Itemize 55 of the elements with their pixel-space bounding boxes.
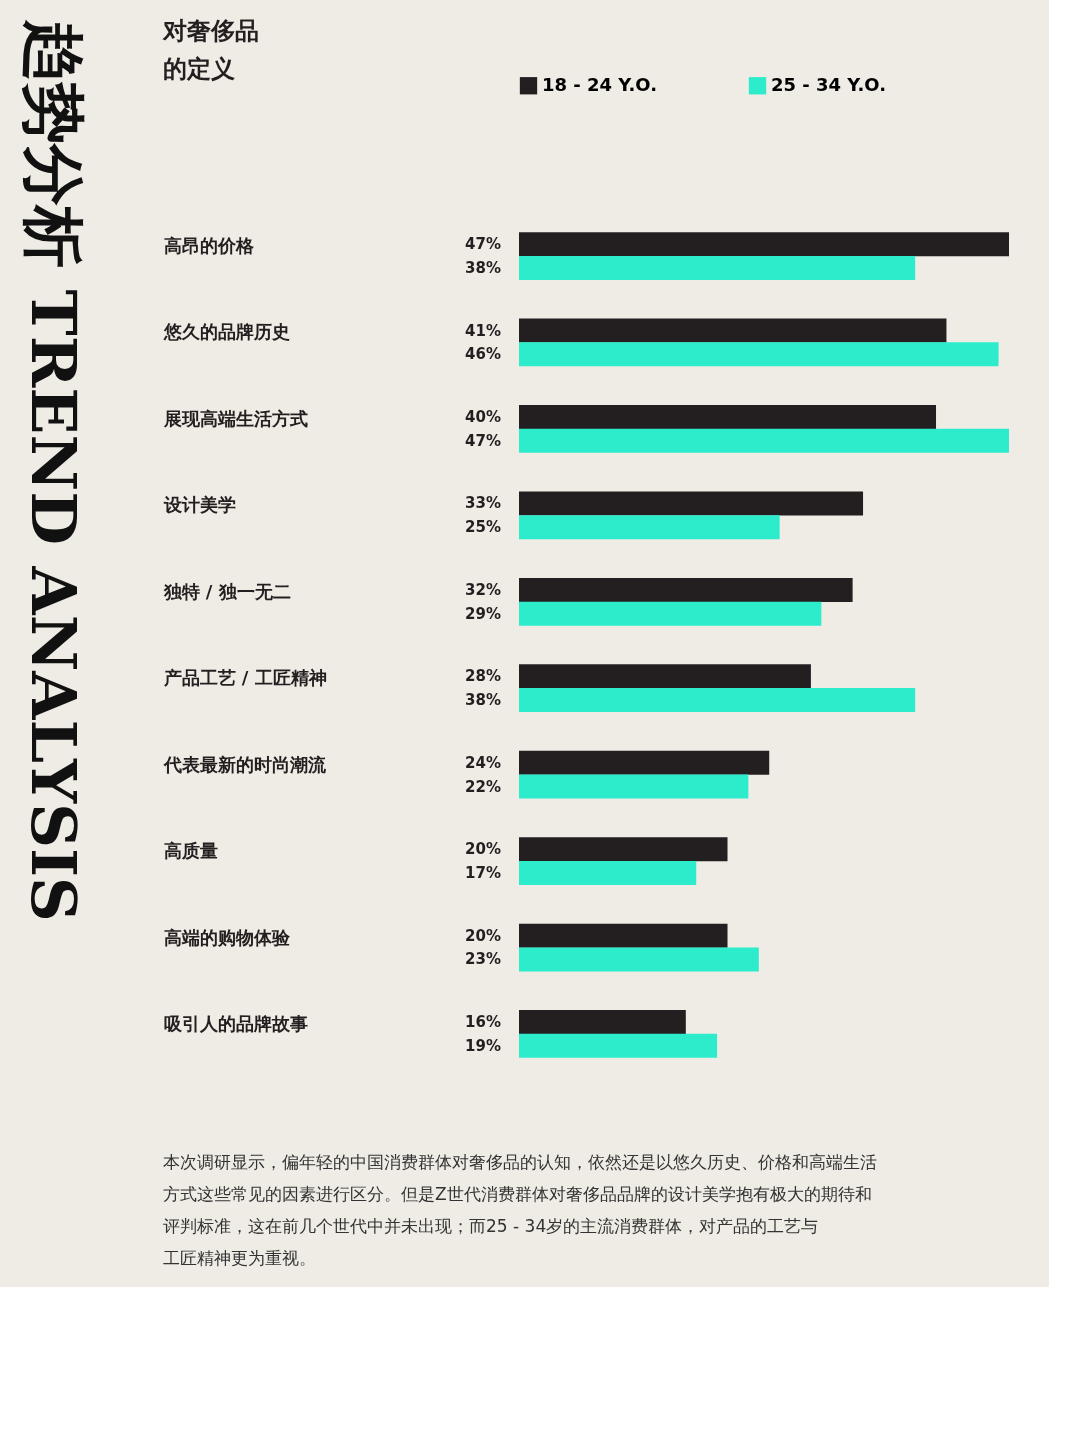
data-label: 40% (465, 408, 501, 427)
y-tick-label: 吸引人的品牌故事 (163, 1012, 308, 1034)
data-label: 20% (465, 840, 501, 859)
text: 本次调研显示，偏年轻的中国消费群体对奢侈品的认知，依然还是以悠久历史、价格和高端生活方式这些常见的因素进行区分。但是Z世代消费群体对奢侈品品牌的设计美学抱有极大的期待和评判标准，这在前几个世代中并未出现；而25 - 34岁的主流消费群体，对产品的工艺与工匠精神更为重视。 (163, 1152, 877, 1268)
data-label: 24% (465, 753, 501, 772)
y-tick-label: 高质量 (163, 840, 218, 862)
y-tick-label: 产品工艺 / 工匠精神 (162, 667, 327, 689)
bar (519, 601, 822, 626)
bar (519, 515, 780, 540)
data-label: 38% (465, 691, 501, 710)
bar (519, 860, 697, 885)
data-label: 25% (465, 518, 501, 537)
bar (519, 405, 937, 430)
data-label: 47% (465, 431, 501, 450)
y-tick-label: 展现高端生活方式 (162, 407, 308, 429)
bar (519, 428, 1009, 453)
data-label: 17% (465, 863, 501, 882)
bar (519, 1010, 686, 1035)
data-label: 46% (465, 345, 501, 364)
data-label: 33% (465, 494, 501, 513)
bar (519, 342, 999, 367)
bar (519, 577, 853, 602)
data-label: 47% (465, 235, 501, 254)
data-label: 32% (465, 580, 501, 599)
data-label: 19% (465, 1036, 501, 1055)
data-label: 22% (465, 777, 501, 796)
y-tick-label: 独特 / 独一无二 (162, 580, 291, 602)
bar (519, 232, 1009, 257)
y-tick-label: 高端的购物体验 (163, 926, 291, 948)
data-label: 41% (465, 321, 501, 340)
data-label: 28% (465, 667, 501, 686)
legend-label: 25 - 34 Y.O. (771, 73, 887, 95)
bar (519, 947, 759, 972)
bar (519, 688, 916, 713)
data-label: 16% (465, 1013, 501, 1032)
text: 趋势分析 TREND ANALYSIS (17, 19, 90, 922)
y-tick-label: 悠久的品牌历史 (162, 321, 290, 343)
bar (519, 837, 728, 862)
data-label: 38% (465, 258, 501, 277)
bar (519, 255, 916, 280)
bar (519, 318, 947, 343)
bar (519, 750, 770, 775)
bar (519, 664, 811, 689)
data-label: 29% (465, 604, 501, 623)
bar (519, 774, 749, 799)
legend-label: 18 - 24 Y.O. (542, 73, 658, 95)
data-label: 23% (465, 950, 501, 969)
data-label: 20% (465, 926, 501, 945)
text: 对奢侈品的定义 (162, 17, 259, 83)
bar (519, 923, 728, 948)
y-tick-label: 代表最新的时尚潮流 (162, 753, 327, 775)
y-tick-label: 设计美学 (162, 494, 236, 516)
bar (519, 491, 864, 516)
bar (519, 1033, 718, 1058)
y-tick-label: 高昂的价格 (163, 235, 255, 257)
